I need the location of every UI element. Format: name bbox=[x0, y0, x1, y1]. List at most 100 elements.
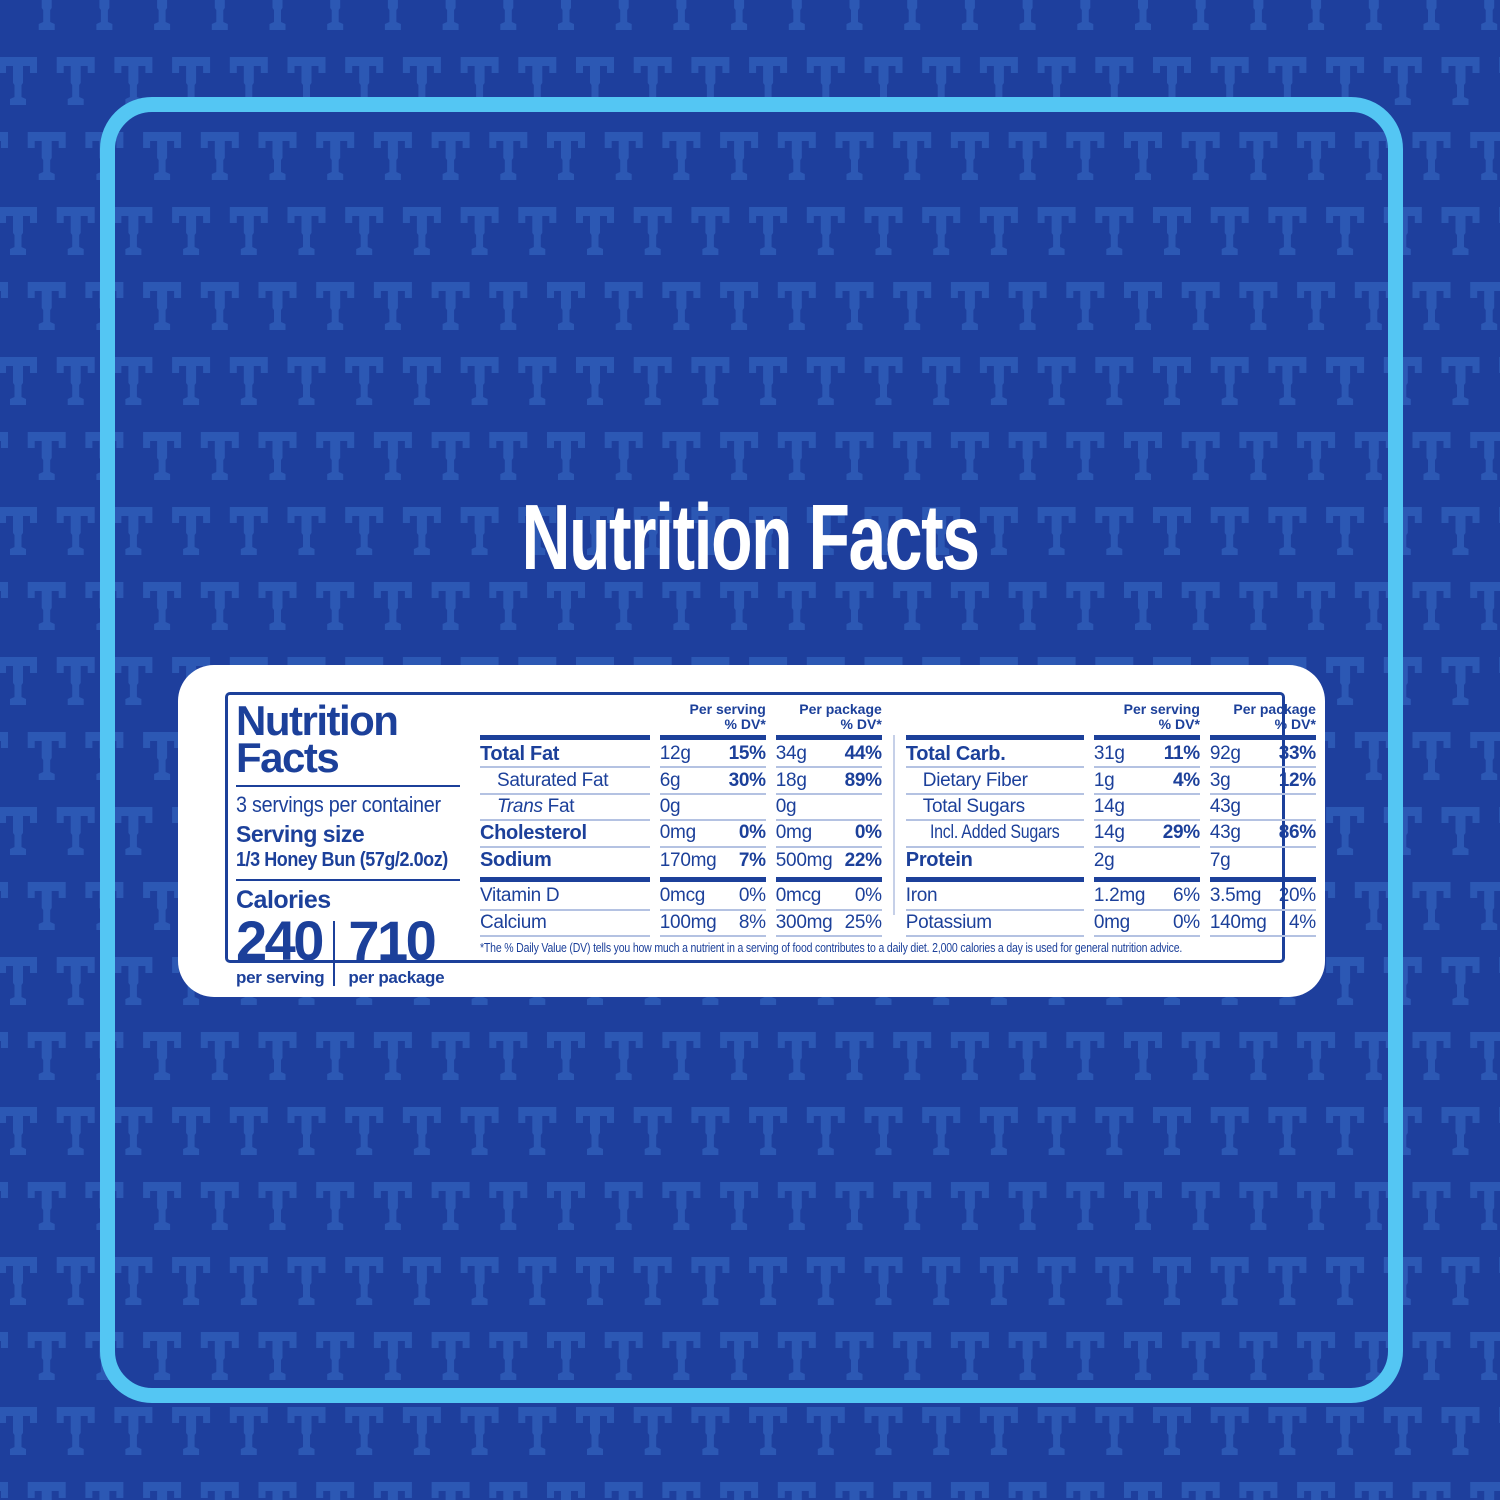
amount-per-package: 3g bbox=[1209, 769, 1231, 791]
nutrient-name: Total Fat bbox=[480, 742, 650, 769]
dv-per-package: 86% bbox=[1278, 822, 1316, 844]
nutrient-name: Calcium bbox=[480, 911, 650, 937]
calories-per-package: 710 bbox=[348, 909, 436, 972]
thick-divider-segment bbox=[775, 877, 882, 883]
thick-divider bbox=[905, 735, 1316, 742]
nutrient-name: Saturated Fat bbox=[480, 768, 650, 795]
nutrient-name-text: Total Fat bbox=[480, 742, 560, 765]
dv-per-serving: 7% bbox=[738, 849, 766, 871]
per-serving-values: 1.2mg 6% bbox=[1093, 884, 1200, 911]
servings-per-container: 3 servings per container bbox=[236, 792, 441, 817]
thick-divider-segment bbox=[905, 735, 1084, 740]
per-serving-values: 14g 29% bbox=[1093, 821, 1200, 848]
thick-divider-segment bbox=[905, 877, 1084, 883]
amount-per-serving: 0g bbox=[659, 796, 681, 818]
nutrient-row: Saturated Fat 6g 30% 18g 89% bbox=[480, 768, 882, 795]
amount-per-package: 0mcg bbox=[775, 885, 822, 907]
dv-header-label: % DV* bbox=[1158, 716, 1200, 732]
nutrient-row: Sodium 170mg 7% 500mg 22% bbox=[480, 848, 882, 874]
calories-values: 240 per serving 710 per package bbox=[236, 909, 470, 988]
nutrient-name: Sodium bbox=[480, 848, 650, 874]
nutrient-name-text: Protein bbox=[905, 849, 973, 872]
per-serving-values: 0g bbox=[659, 795, 766, 822]
nutrient-row: Total Sugars 14g 43g bbox=[905, 795, 1316, 822]
amount-per-serving: 6g bbox=[659, 769, 681, 791]
dv-per-package: 20% bbox=[1278, 885, 1316, 907]
daily-value-footnote: *The % Daily Value (DV) tells you how mu… bbox=[480, 941, 1183, 955]
facts-heading-line2: Facts bbox=[236, 734, 340, 781]
thick-divider-segment bbox=[1209, 877, 1316, 883]
thick-divider-segment bbox=[1093, 877, 1200, 883]
per-serving-header-label: Per serving bbox=[689, 701, 766, 717]
nutrient-name-text: Saturated Fat bbox=[497, 769, 609, 791]
calories-per-serving-caption: per serving bbox=[236, 968, 325, 987]
nutrient-table-left: Per serving% DV* Per package% DV* Total Fa… bbox=[480, 699, 882, 937]
amount-per-serving: 0mcg bbox=[659, 885, 706, 907]
per-serving-values: 6g 30% bbox=[659, 768, 766, 795]
dv-header-label: % DV* bbox=[840, 716, 882, 732]
per-serving-values: 14g bbox=[1093, 795, 1200, 822]
amount-per-serving: 12g bbox=[659, 743, 691, 765]
table-header-row: Per serving% DV* Per package% DV* bbox=[480, 699, 882, 732]
nutrient-name: Iron bbox=[905, 884, 1084, 911]
facts-heading-line1: Nutrition bbox=[236, 697, 399, 744]
nutrient-name-text: Total Sugars bbox=[922, 796, 1025, 818]
nutrient-name-text: Trans Fat bbox=[497, 796, 575, 818]
per-serving-values: 0mg 0% bbox=[1093, 911, 1200, 937]
nutrient-row: Protein 2g 7g bbox=[906, 848, 1316, 874]
nutrient-name: Total Carb. bbox=[905, 742, 1084, 769]
per-serving-header: Per serving% DV* bbox=[660, 699, 766, 732]
thick-divider-segment bbox=[775, 735, 882, 740]
per-serving-values: 31g 11% bbox=[1093, 742, 1200, 769]
per-package-header-label: Per package bbox=[1233, 701, 1316, 717]
nutrient-name-text: Calcium bbox=[480, 911, 547, 933]
dv-per-package: 33% bbox=[1278, 743, 1316, 765]
per-serving-values: 0mg 0% bbox=[659, 821, 766, 848]
per-package-values: 43g bbox=[1209, 795, 1316, 822]
nutrient-name: Incl. Added Sugars bbox=[905, 821, 1084, 848]
amount-per-package: 43g bbox=[1209, 796, 1241, 818]
table-header-row: Per serving% DV* Per package% DV* bbox=[906, 699, 1316, 732]
per-package-values: 18g 89% bbox=[775, 768, 882, 795]
amount-per-serving: 0mg bbox=[1093, 911, 1130, 933]
calories-per-serving: 240 bbox=[236, 909, 324, 972]
nutrient-name: Potassium bbox=[905, 911, 1084, 937]
dv-per-package: 4% bbox=[1289, 911, 1316, 933]
per-package-values: 300mg 25% bbox=[775, 911, 882, 937]
per-package-values: 0mcg 0% bbox=[775, 884, 882, 911]
amount-per-package: 0mg bbox=[775, 822, 812, 844]
amount-per-package: 34g bbox=[775, 743, 807, 765]
rule bbox=[236, 879, 460, 881]
thick-divider bbox=[905, 877, 1316, 884]
amount-per-package: 7g bbox=[1209, 849, 1231, 871]
per-package-values: 0mg 0% bbox=[775, 821, 882, 848]
nutrition-panel: Nutrition Facts 3 servings per container… bbox=[178, 665, 1325, 997]
amount-per-package: 300mg bbox=[775, 911, 833, 933]
dv-per-package: 89% bbox=[844, 769, 882, 791]
nutrient-row: Incl. Added Sugars 14g 29% 43g 86% bbox=[905, 821, 1316, 848]
per-package-values: 3g 12% bbox=[1209, 768, 1316, 795]
nutrient-name: Dietary Fiber bbox=[905, 768, 1084, 795]
label-summary-section: Nutrition Facts 3 servings per container… bbox=[228, 695, 470, 987]
serving-size-value: 1/3 Honey Bun (57g/2.0oz) bbox=[236, 849, 448, 871]
per-serving-values: 170mg 7% bbox=[660, 848, 766, 874]
calories-per-package-block: 710 per package bbox=[348, 909, 444, 988]
per-serving-values: 1g 4% bbox=[1093, 768, 1200, 795]
dv-per-serving: 0% bbox=[738, 822, 766, 844]
thick-divider bbox=[480, 735, 882, 742]
amount-per-serving: 14g bbox=[1093, 822, 1125, 844]
thick-divider-segment bbox=[1209, 735, 1316, 740]
nutrient-row: Cholesterol 0mg 0% 0mg 0% bbox=[480, 821, 882, 848]
nutrient-row: Total Fat 12g 15% 34g 44% bbox=[480, 742, 882, 769]
nutrition-facts-box: Nutrition Facts 3 servings per container… bbox=[225, 692, 1316, 987]
nutrient-table-right: Per serving% DV* Per package% DV* Total Ca… bbox=[905, 699, 1316, 937]
dv-per-serving: 6% bbox=[1173, 885, 1200, 907]
per-package-values: 0g bbox=[775, 795, 882, 822]
per-package-values: 34g 44% bbox=[775, 742, 882, 769]
nutrient-name-text: Incl. Added Sugars bbox=[929, 822, 1060, 844]
dv-per-package: 0% bbox=[854, 822, 882, 844]
page-title: Nutrition Facts bbox=[521, 485, 980, 589]
per-package-values: 92g 33% bbox=[1209, 742, 1316, 769]
rule bbox=[236, 785, 460, 787]
nutrient-tables: Per serving% DV* Per package% DV* Total Fa… bbox=[480, 699, 1316, 937]
